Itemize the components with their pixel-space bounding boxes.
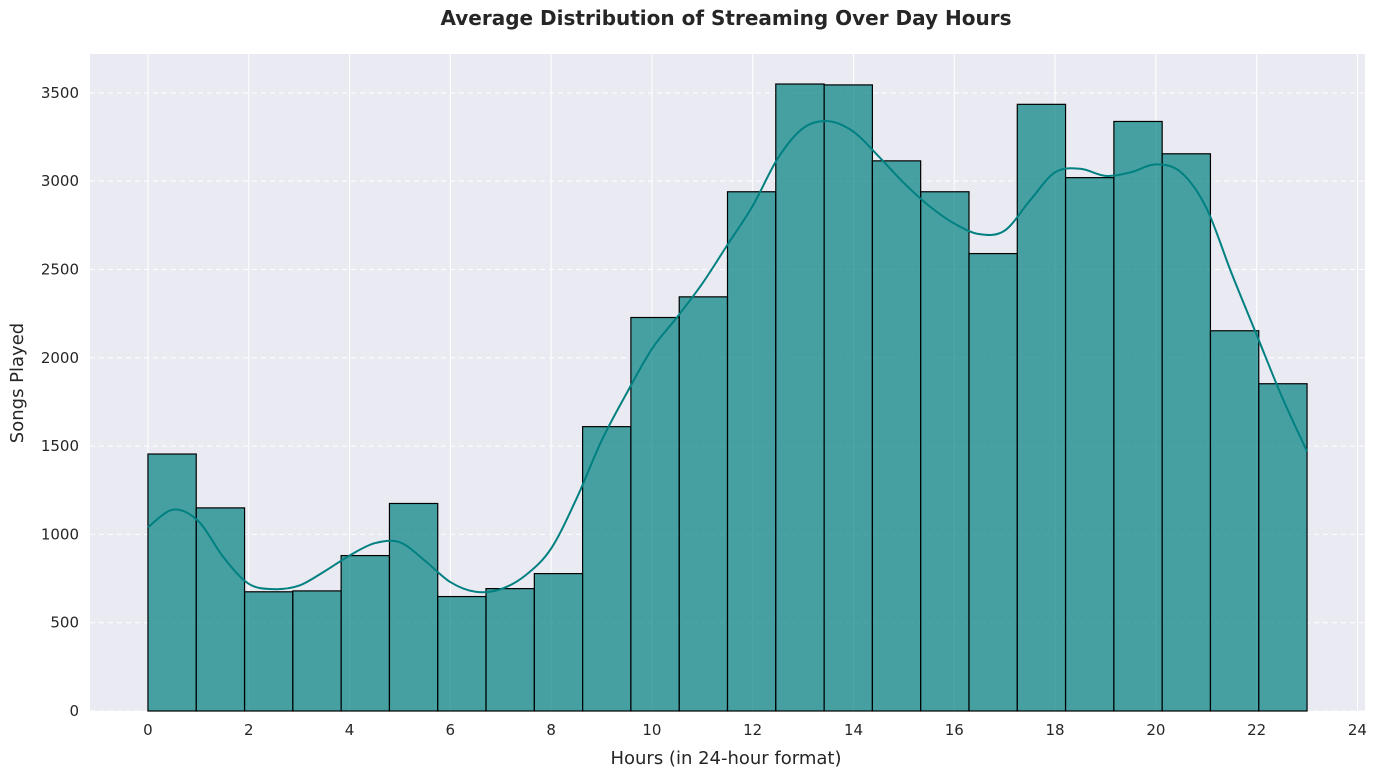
- histogram-bar: [1016, 103, 1067, 712]
- histogram-bar: [1209, 330, 1260, 712]
- x-tick-label: 2: [244, 721, 254, 739]
- chart-title: Average Distribution of Streaming Over D…: [440, 6, 1011, 30]
- y-tick-label: 0: [69, 702, 79, 720]
- y-tick-label: 500: [50, 614, 79, 632]
- kde-curve: [147, 119, 1308, 594]
- x-tick-label: 6: [446, 721, 456, 739]
- histogram-bar: [582, 426, 632, 712]
- histogram-bar: [678, 296, 729, 712]
- x-axis-ticks: 0 2 4 6 8 10 12 14 16 18 20 22 24: [143, 721, 1367, 739]
- y-tick-label: 2000: [41, 349, 79, 367]
- histogram-bar: [630, 316, 680, 712]
- x-tick-label: 24: [1348, 721, 1367, 739]
- y-axis-label: Songs Played: [7, 323, 28, 443]
- y-tick-label: 2500: [41, 260, 79, 278]
- histogram-bar: [388, 502, 439, 712]
- histogram-bar: [1161, 153, 1212, 712]
- histogram-bar: [1113, 120, 1163, 712]
- histogram-bar: [437, 595, 487, 712]
- x-tick-label: 0: [143, 721, 153, 739]
- x-tick-label: 16: [945, 721, 964, 739]
- x-tick-label: 22: [1247, 721, 1266, 739]
- x-axis-label: Hours (in 24-hour format): [610, 748, 841, 769]
- histogram-bar: [147, 453, 197, 712]
- bars-group: [147, 83, 1308, 712]
- histogram-bar: [775, 83, 825, 712]
- histogram-bar: [340, 554, 391, 712]
- histogram-bar: [485, 588, 535, 712]
- y-tick-label: 1000: [41, 525, 79, 543]
- y-tick-label: 3500: [41, 84, 79, 102]
- x-tick-label: 10: [642, 721, 661, 739]
- histogram-bar: [292, 590, 342, 712]
- x-tick-label: 12: [743, 721, 762, 739]
- x-tick-label: 18: [1046, 721, 1065, 739]
- histogram-bar: [871, 160, 922, 712]
- histogram-bar: [533, 572, 584, 712]
- y-tick-label: 3000: [41, 172, 79, 190]
- histogram-bar: [1064, 177, 1115, 712]
- x-tick-label: 4: [345, 721, 355, 739]
- x-tick-label: 8: [546, 721, 556, 739]
- histogram-bar: [726, 191, 777, 712]
- histogram-bar: [968, 252, 1018, 712]
- x-tick-label: 14: [844, 721, 863, 739]
- histogram-bar: [920, 191, 970, 712]
- histogram-bar: [1258, 383, 1308, 712]
- histogram-bar: [195, 507, 246, 712]
- y-axis-ticks: 0 500 1000 1500 2000 2500 3000 3500: [41, 84, 79, 720]
- x-tick-label: 20: [1146, 721, 1165, 739]
- y-tick-label: 1500: [41, 437, 79, 455]
- histogram-bar: [823, 84, 873, 712]
- histogram-bar: [243, 591, 294, 712]
